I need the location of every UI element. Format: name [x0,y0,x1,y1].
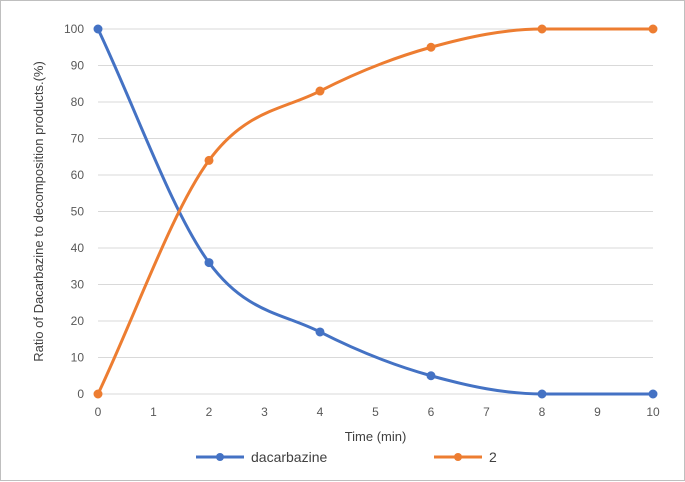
data-point[interactable] [204,155,214,165]
series-1 [93,24,658,399]
data-point[interactable] [204,258,214,268]
y-tick-label: 30 [71,278,85,292]
legend-item[interactable]: dacarbazine [196,449,327,465]
legend-label: 2 [489,449,497,465]
data-point[interactable] [315,327,325,337]
y-tick-label: 40 [71,241,85,255]
data-point[interactable] [537,389,547,399]
data-point[interactable] [93,389,103,399]
x-tick-label: 4 [317,405,324,419]
x-tick-label: 2 [206,405,213,419]
y-tick-label: 20 [71,314,85,328]
x-tick-label: 5 [372,405,379,419]
data-point[interactable] [426,371,436,381]
legend-swatch-marker [454,453,462,461]
data-point[interactable] [537,24,547,34]
gridlines [98,28,653,358]
y-tick-label: 0 [77,387,84,401]
y-tick-label: 100 [64,22,84,36]
tick-labels: 0 10 20 30 40 50 60 70 80 90 100 0 1 2 3 4 5 6 7 8 9 10 [64,22,660,419]
y-tick-label: 10 [71,351,85,365]
x-tick-label: 1 [150,405,157,419]
x-axis-title: Time (min) [345,429,407,444]
y-tick-label: 80 [71,95,85,109]
data-point[interactable] [648,389,658,399]
x-tick-label: 3 [261,405,268,419]
data-point[interactable] [648,24,658,34]
legend-label: dacarbazine [251,449,327,465]
legend-swatch-marker [216,453,224,461]
legend-item[interactable]: 2 [434,449,497,465]
x-tick-label: 9 [594,405,601,419]
x-tick-label: 7 [483,405,490,419]
x-tick-label: 6 [428,405,435,419]
x-tick-label: 10 [646,405,660,419]
data-point[interactable] [93,24,103,34]
x-tick-label: 8 [539,405,546,419]
x-tick-label: 0 [95,405,102,419]
y-axis-title: Ratio of Dacarbazine to decomposition pr… [31,61,46,362]
y-tick-label: 60 [71,168,85,182]
data-point[interactable] [315,86,325,96]
y-tick-label: 50 [71,205,85,219]
series-2 [93,24,658,399]
data-point[interactable] [426,42,436,52]
y-tick-label: 90 [71,59,85,73]
series-group [93,24,658,399]
legend[interactable]: dacarbazine 2 [196,449,497,465]
y-tick-label: 70 [71,132,85,146]
